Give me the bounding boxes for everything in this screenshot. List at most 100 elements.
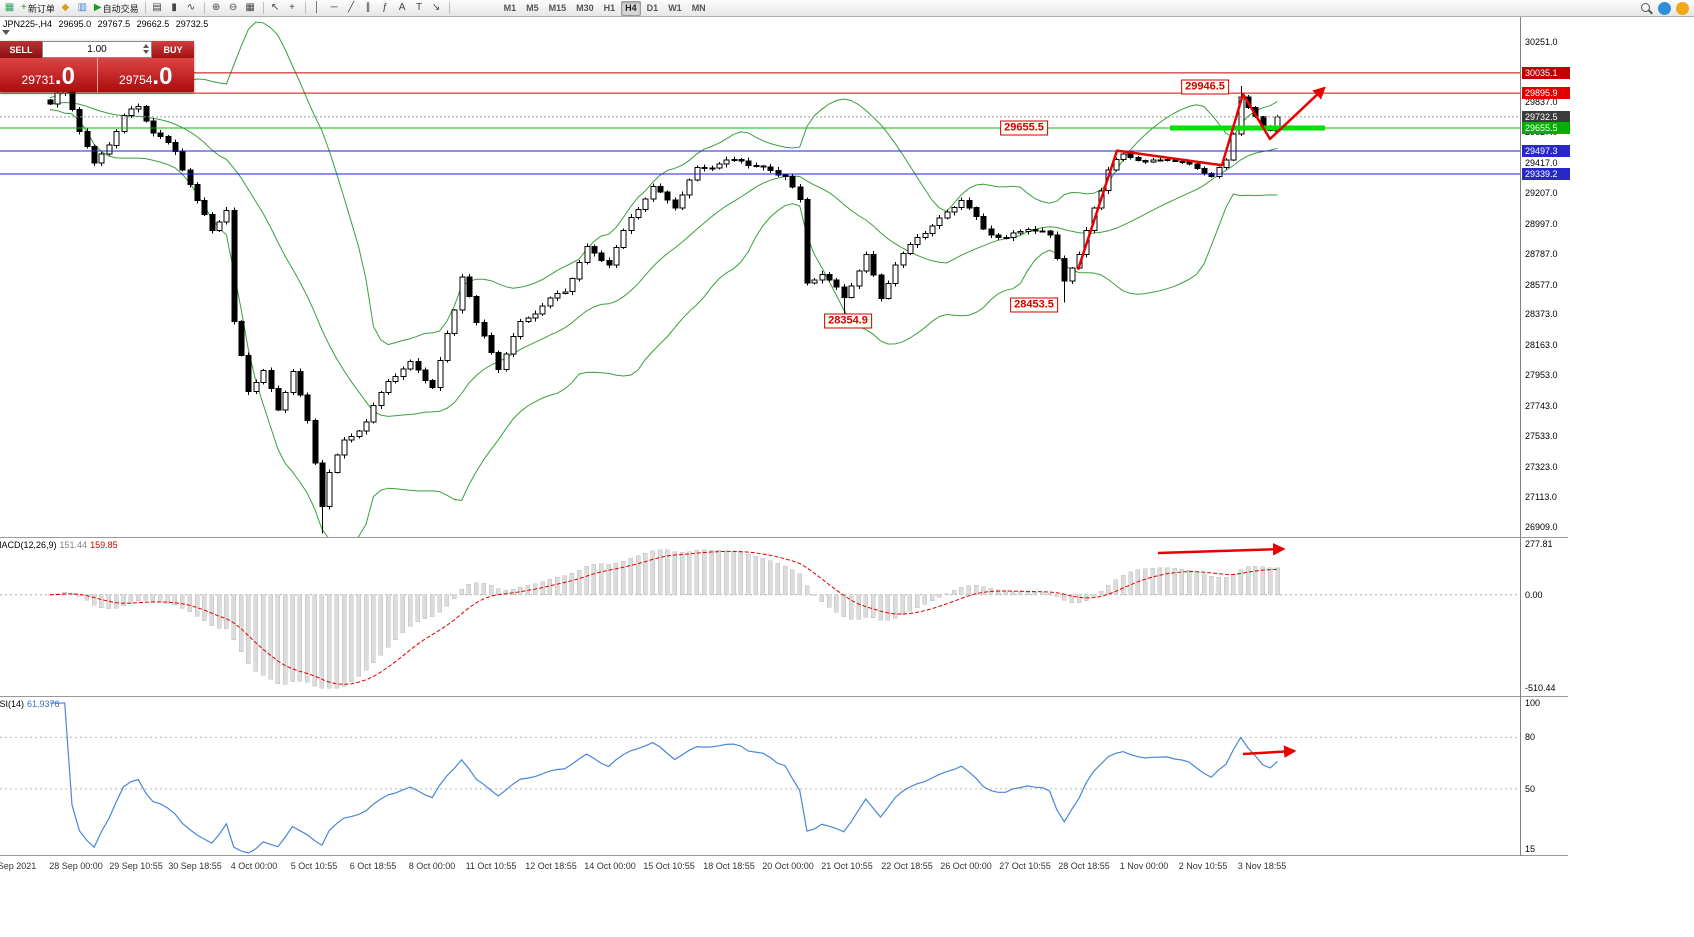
community-icon[interactable]: [1658, 1, 1671, 15]
bar-chart-icon-glyph: ▤: [152, 2, 162, 13]
timeframe-w1[interactable]: W1: [668, 3, 682, 13]
volume-spinner[interactable]: [143, 44, 149, 54]
cursor-icon-glyph: ↖: [270, 2, 280, 13]
y-axis-tick: 29417.0: [1525, 158, 1558, 168]
ohlc-low: 29662.5: [136, 19, 170, 29]
current-price-label[interactable]: 29732.5: [1522, 111, 1570, 123]
timeframe-h4[interactable]: H4: [621, 0, 641, 16]
x-axis-label: 27 Oct 10:55: [999, 861, 1051, 871]
price-level-label[interactable]: 30035.1: [1522, 67, 1570, 79]
trendline-icon-glyph: ╱: [348, 2, 355, 13]
alerts-icon[interactable]: [1676, 1, 1689, 15]
chart-header: JPN225-,H4 29695.0 29767.5 29662.5 29732…: [3, 19, 212, 29]
timeframe-h1[interactable]: H1: [603, 3, 616, 13]
cursor-icon[interactable]: ↖: [268, 1, 284, 16]
sell-button[interactable]: SELL: [0, 41, 42, 58]
tile-windows-icon-glyph: ▦: [245, 2, 255, 13]
chart-window-icon[interactable]: ▦: [2, 1, 18, 16]
rsi-panel: RSI(14)61.9376: [0, 697, 1520, 855]
toolbar-separator: [262, 2, 264, 14]
x-axis-label: 20 Oct 00:00: [762, 861, 814, 871]
macd-name: MACD(12,26,9): [0, 540, 57, 550]
symbol-period-label: JPN225-,H4: [3, 19, 53, 29]
macd-axis-label: -510.44: [1525, 683, 1556, 693]
price-annotation[interactable]: 28453.5: [1010, 297, 1058, 313]
x-axis-label: 1 Nov 00:00: [1119, 861, 1169, 871]
price-level-label[interactable]: 29339.2: [1522, 168, 1570, 180]
one-click-toggle-icon[interactable]: [2, 30, 10, 35]
timeframe-d1[interactable]: D1: [646, 3, 659, 13]
y-axis-tick: 27533.0: [1525, 431, 1558, 441]
x-axis-label: 12 Oct 18:55: [525, 861, 577, 871]
timeframe-mn[interactable]: MN: [691, 3, 706, 13]
buy-price[interactable]: 29754.0: [98, 58, 195, 92]
y-axis-tick: 27323.0: [1525, 462, 1558, 472]
label-icon[interactable]: T: [412, 1, 428, 16]
panel-separator[interactable]: [0, 855, 1568, 856]
auto-trading-button[interactable]: ▶ 自动交易: [92, 1, 141, 16]
time-axis[interactable]: Sep 2021 28 Sep 00:00 29 Sep 10:55 30 Sep 1…: [0, 859, 1520, 873]
timeframe-m1[interactable]: M1: [503, 3, 517, 13]
zoom-in-icon[interactable]: ⊕: [209, 1, 225, 16]
timeframe-toolbar: M1 M5 M15 M30 H1 H4 D1 W1 MN: [500, 0, 710, 16]
sell-price[interactable]: 29731.0: [0, 58, 98, 92]
trend-arrow[interactable]: [1076, 86, 1326, 271]
vertical-line-icon-glyph: │: [313, 2, 321, 13]
main-chart[interactable]: JPN225-,H4 29695.0 29767.5 29662.5 29732…: [0, 17, 1520, 537]
line-chart-icon[interactable]: ∿: [184, 1, 200, 16]
trendline-icon[interactable]: ╱: [344, 1, 360, 16]
timeframe-m5[interactable]: M5: [526, 3, 539, 13]
panel-separator[interactable]: [0, 696, 1568, 697]
macd-label: MACD(12,26,9) 151.44 159.85: [0, 540, 118, 550]
chart-window: JPN225-,H4 29695.0 29767.5 29662.5 29732…: [0, 17, 1694, 937]
x-axis-label: 28 Oct 18:55: [1058, 861, 1110, 871]
metaeditor-icon-glyph: ◆: [61, 2, 70, 13]
buy-price-main: 29754: [119, 73, 153, 87]
spinner-down-icon[interactable]: [143, 50, 149, 54]
auto-trading-button-label: 自动交易: [102, 3, 139, 14]
zoom-out-icon[interactable]: ⊖: [226, 1, 242, 16]
rsi-axis-label: 80: [1525, 732, 1536, 742]
y-axis-tick: 28373.0: [1525, 309, 1558, 319]
horizontal-line-icon[interactable]: ─: [327, 1, 343, 16]
price-annotation[interactable]: 29946.5: [1181, 79, 1229, 95]
channel-icon[interactable]: ∥: [361, 1, 377, 16]
new-order-glyph: +: [21, 2, 27, 13]
rsi-label: RSI(14)61.9376: [0, 699, 60, 709]
x-axis-label: 14 Oct 00:00: [584, 861, 636, 871]
search-icon[interactable]: [1640, 2, 1653, 15]
new-order-button[interactable]: + 新订单: [19, 1, 57, 16]
timeframe-m15[interactable]: M15: [548, 3, 567, 13]
label-icon-glyph: T: [416, 2, 423, 13]
bar-chart-icon[interactable]: ▤: [150, 1, 166, 16]
candlestick-chart-icon[interactable]: ▮: [167, 1, 183, 16]
metaeditor-icon[interactable]: ◆: [58, 1, 74, 16]
arrows-tool-icon[interactable]: ↘: [429, 1, 445, 16]
panel-separator[interactable]: [0, 537, 1568, 538]
text-icon[interactable]: A: [395, 1, 411, 16]
x-axis-label: 2 Nov 10:55: [1178, 861, 1228, 871]
price-level-label[interactable]: 29895.9: [1522, 87, 1570, 99]
spinner-up-icon[interactable]: [143, 44, 149, 48]
buy-button[interactable]: BUY: [152, 41, 194, 58]
toolbar-separator: [144, 2, 146, 14]
price-axis[interactable]: 30251.029837.029627.029417.029207.028997…: [1522, 17, 1694, 877]
tile-windows-icon[interactable]: ▦: [243, 1, 259, 16]
crosshair-icon[interactable]: +: [285, 1, 301, 16]
volume-input[interactable]: 1.00: [42, 41, 152, 58]
rsi-trend-arrow[interactable]: [1242, 745, 1297, 758]
price-level-label[interactable]: 29655.5: [1522, 122, 1570, 134]
fibonacci-icon[interactable]: ƒ: [378, 1, 394, 16]
macd-trend-arrow[interactable]: [1157, 543, 1286, 556]
rsi-axis-label: 50: [1525, 784, 1536, 794]
fibonacci-icon-glyph: ƒ: [382, 2, 388, 13]
timeframe-m30[interactable]: M30: [576, 3, 594, 13]
price-level-label[interactable]: 29497.3: [1522, 145, 1570, 157]
main-toolbar: ▦ + 新订单 ◆ ▥ ▶ 自动交易 ▤ ▮ ∿ ⊕ ⊖ ▦ ↖ + │ ─ ╱ ∥ ƒ A T ↘ M1 M5 M15 M30 H1…: [0, 0, 1694, 17]
rsi-name: RSI(14): [0, 699, 25, 709]
price-annotation[interactable]: 29655.5: [1000, 120, 1048, 136]
vertical-line-icon[interactable]: │: [310, 1, 326, 16]
price-annotation[interactable]: 28354.9: [824, 313, 872, 329]
rsi-plot: [0, 702, 1520, 854]
market-watch-icon[interactable]: ▥: [75, 1, 91, 16]
